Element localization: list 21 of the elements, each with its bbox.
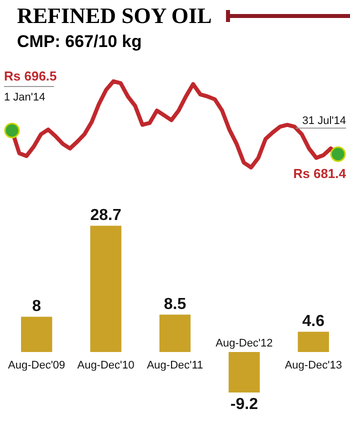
bar bbox=[21, 316, 52, 352]
x-tick-label: Aug-Dec'11 bbox=[146, 360, 204, 372]
x-tick-label: Aug-Dec'09 bbox=[8, 360, 66, 372]
bar bbox=[90, 226, 122, 352]
bar bbox=[159, 314, 191, 352]
annotation: 1 Jan'14 bbox=[4, 91, 46, 104]
x-tick-label: Aug-Dec'10 bbox=[77, 360, 134, 372]
data-label: Rs 681.4 bbox=[293, 166, 347, 182]
bar bbox=[298, 332, 329, 352]
data-label: 28.7 bbox=[90, 207, 122, 224]
x-tick-label: Aug-Dec'13 bbox=[284, 360, 342, 372]
data-label: 4.6 bbox=[302, 313, 325, 330]
x-tick-label: Aug-Dec'12 bbox=[216, 338, 273, 350]
bar bbox=[228, 352, 260, 392]
data-label: Rs 696.5 bbox=[4, 68, 57, 84]
data-label: 8 bbox=[32, 298, 42, 316]
data-label: -9.2 bbox=[230, 396, 258, 413]
annotation: 31 Jul'14 bbox=[302, 115, 346, 128]
data-label: 8.5 bbox=[164, 296, 186, 314]
chart-subtitle: CMP: 667/10 kg bbox=[17, 32, 143, 53]
chart-title: REFINED SOY OIL bbox=[17, 3, 212, 29]
